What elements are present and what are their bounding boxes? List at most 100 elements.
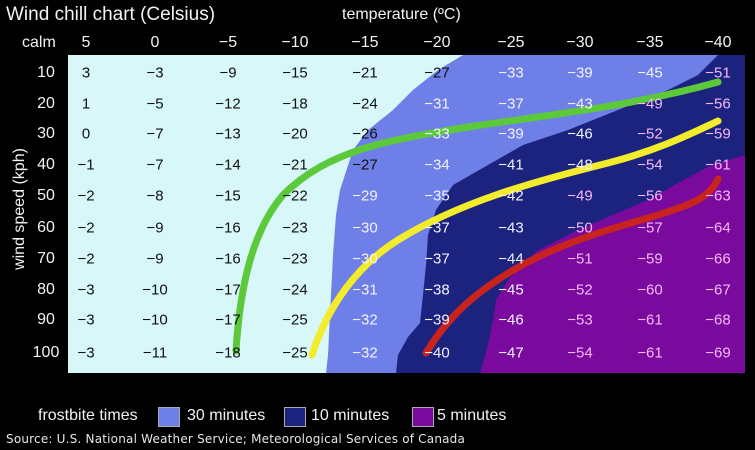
wind-chill-cell: −45 [637,64,663,82]
column-header: 0 [150,34,160,51]
legend-title: frostbite times [38,407,138,424]
row-header: 80 [37,281,55,298]
column-header: 5 [81,34,91,51]
legend-label-5min: 5 minutes [437,407,507,424]
wind-chill-cell: −59 [705,125,731,143]
wind-chill-cell: −3 [146,64,164,82]
wind-chill-cell: −21 [352,64,378,82]
wind-chill-cell: −47 [498,344,524,362]
wind-chill-cell: −61 [637,344,663,362]
green-curve [232,78,722,355]
wind-chill-cell: −50 [567,219,593,237]
wind-chill-cell: −17 [215,311,241,329]
wind-chill-cell: −14 [215,156,241,174]
wind-chill-cell: 3 [81,64,91,82]
wind-chill-cell: −15 [282,64,308,82]
wind-chill-cell: −9 [219,64,237,82]
wind-chill-cell: −59 [637,250,663,268]
wind-chill-cell: −9 [146,250,164,268]
column-header: −40 [704,34,732,51]
wind-chill-cell: −25 [282,344,308,362]
column-header: −30 [566,34,594,51]
wind-chill-cell: −43 [498,219,524,237]
wind-chill-cell: −17 [215,281,241,299]
wind-chill-cell: −13 [215,125,241,143]
wind-chill-cell: −61 [637,311,663,329]
wind-chill-cell: −49 [567,187,593,205]
wind-chill-cell: −54 [637,156,663,174]
wind-chill-cell: −64 [705,219,731,237]
wind-chill-cell: −44 [498,250,524,268]
wind-chill-cell: −56 [637,187,663,205]
calm-label: calm [22,34,56,51]
row-header: 70 [37,250,55,267]
yellow-curve [308,117,722,359]
column-header: −35 [636,34,664,51]
wind-chill-cell: −52 [567,281,593,299]
column-header: −10 [281,34,309,51]
wind-chill-cell: −25 [282,311,308,329]
wind-chill-cell: −8 [146,187,164,205]
wind-chill-cell: −10 [142,311,168,329]
wind-chill-cell: −16 [215,219,241,237]
column-header: −25 [497,34,525,51]
row-header: 50 [37,187,55,204]
wind-chill-cell: −60 [637,281,663,299]
wind-chill-cell: −16 [215,250,241,268]
row-header: 60 [37,219,55,236]
y-axis-label: wind speed (kph) [11,148,28,270]
wind-chill-cell: −46 [498,311,524,329]
wind-chill-cell: −24 [352,95,378,113]
wind-chill-cell: −2 [77,250,95,268]
wind-chill-cell: −40 [424,344,450,362]
wind-chill-cell: −39 [567,64,593,82]
wind-chill-cell: −56 [705,95,731,113]
wind-chill-cell: 1 [81,95,91,113]
wind-chill-cell: −31 [424,95,450,113]
legend-swatch-5min [412,407,434,427]
wind-chill-cell: −49 [637,95,663,113]
wind-chill-cell: −66 [705,250,731,268]
wind-chill-cell: −33 [424,125,450,143]
frostbite-zones [68,55,745,373]
wind-chill-cell: −18 [215,344,241,362]
wind-chill-cell: 0 [81,125,91,143]
wind-chill-cell: −7 [146,156,164,174]
wind-chill-cell: −3 [77,344,95,362]
column-header: −20 [423,34,451,51]
x-axis-label: temperature (ºC) [342,6,461,23]
legend-label-10min: 10 minutes [311,407,390,424]
wind-chill-cell: −42 [498,187,524,205]
wind-chill-cell: −30 [352,219,378,237]
wind-chill-cell: −43 [567,95,593,113]
column-header: −15 [351,34,379,51]
wind-chill-cell: −45 [498,281,524,299]
wind-chill-cell: −48 [567,156,593,174]
wind-chill-table: 3 −3 −9 −15 −21 −27 −33 −39 −45 −51 1 −5 −12 −18 −24 −3… [68,55,745,373]
wind-chill-cell: −29 [352,187,378,205]
legend-label-30min: 30 minutes [187,407,266,424]
chart-title: Wind chill chart (Celsius) [6,4,216,25]
wind-chill-cell: −35 [424,187,450,205]
wind-chill-cell: −27 [424,64,450,82]
wind-chill-cell: −57 [637,219,663,237]
row-header: 40 [37,156,55,173]
legend-swatch-10min [284,407,306,427]
wind-chill-cell: −15 [215,187,241,205]
wind-chill-cell: −1 [77,156,95,174]
wind-chill-cell: −27 [352,156,378,174]
wind-chill-cell: −61 [705,156,731,174]
wind-chill-cell: −22 [282,187,308,205]
wind-chill-cell: −37 [424,219,450,237]
wind-chill-cell: −63 [705,187,731,205]
wind-chill-cell: −53 [567,311,593,329]
source-credit: Source: U.S. National Weather Service; M… [6,432,466,446]
wind-chill-cell: −18 [282,95,308,113]
wind-chill-cell: −7 [146,125,164,143]
row-header: 30 [37,125,55,142]
wind-chill-cell: −31 [352,281,378,299]
wind-chill-cell: −46 [567,125,593,143]
wind-chill-cell: −11 [142,344,168,362]
wind-chill-cell: −5 [146,95,164,113]
row-header: 20 [37,95,55,112]
